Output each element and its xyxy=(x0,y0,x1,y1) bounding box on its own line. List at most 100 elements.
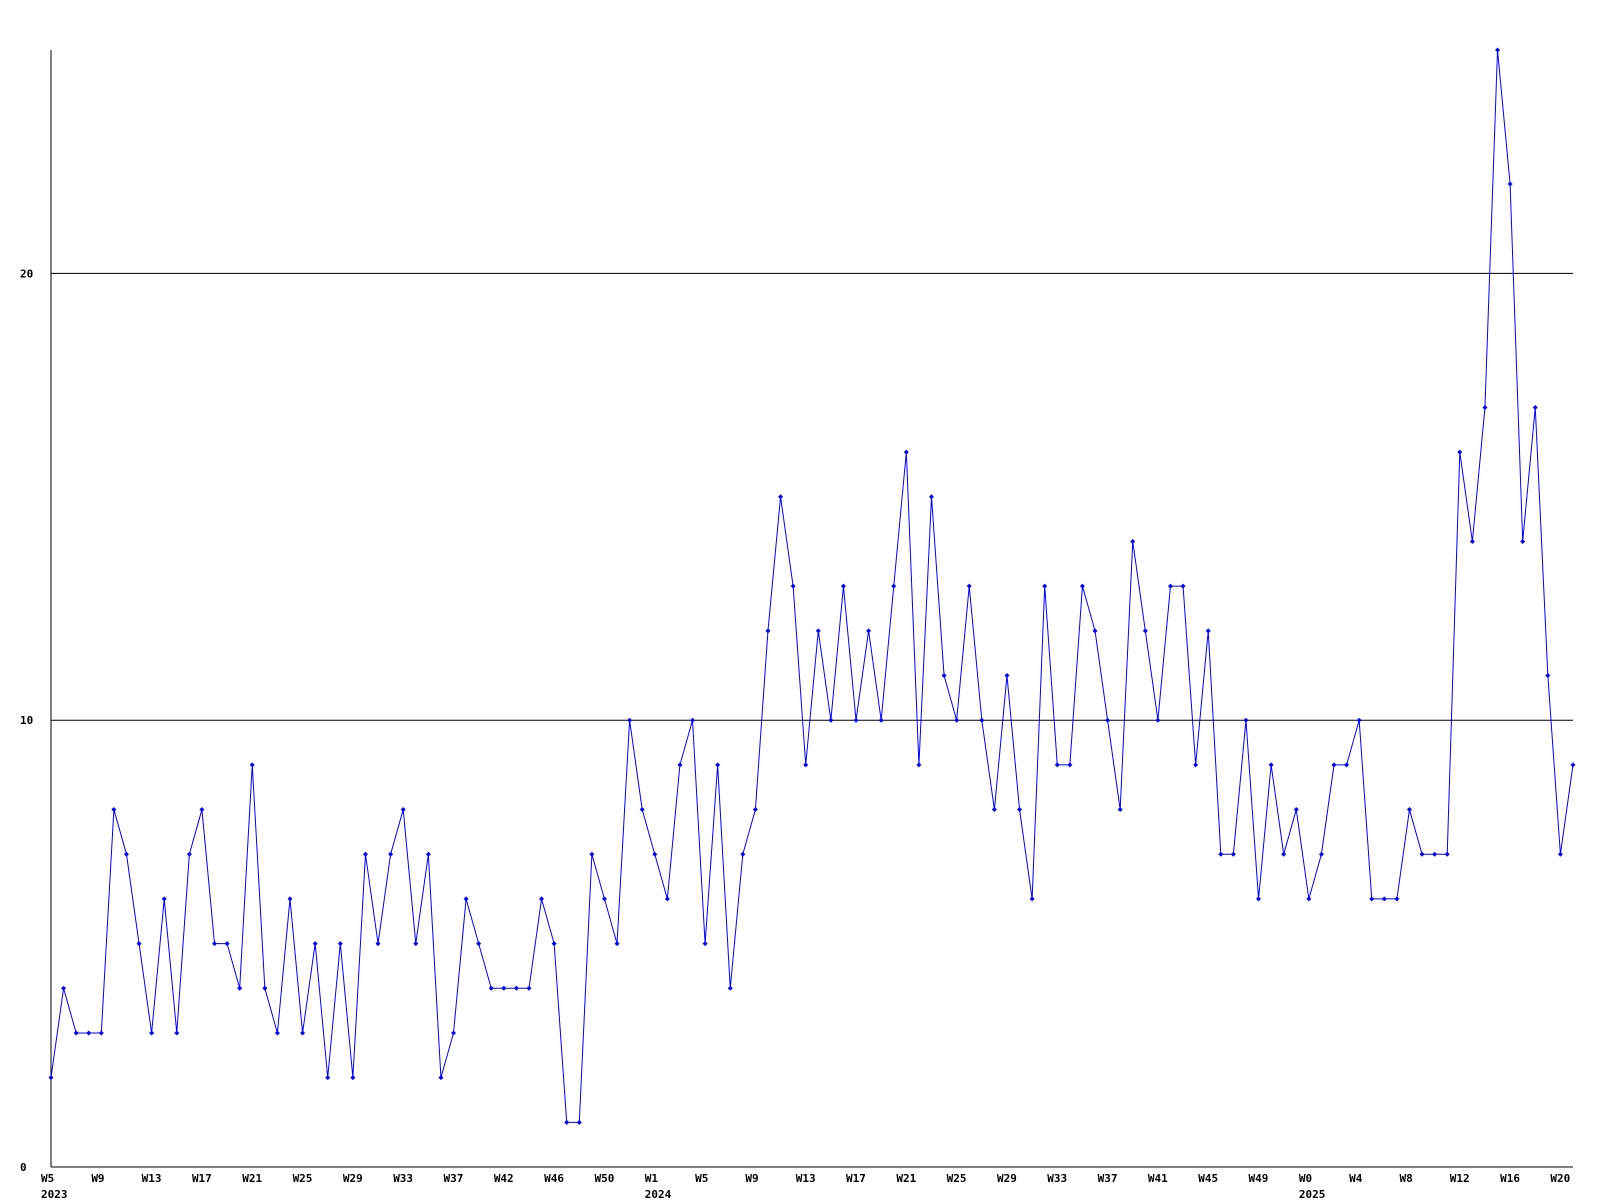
x-tick-label: W8 xyxy=(1399,1172,1412,1185)
data-point xyxy=(287,896,293,902)
data-point xyxy=(1117,807,1123,813)
data-point xyxy=(878,717,884,723)
data-point xyxy=(438,1075,444,1081)
x-tick-label: W17 xyxy=(192,1172,212,1185)
data-point xyxy=(274,1030,280,1036)
data-point xyxy=(1205,628,1211,634)
data-point xyxy=(1092,628,1098,634)
data-point xyxy=(123,851,129,857)
data-point xyxy=(1482,404,1488,410)
data-point xyxy=(1495,47,1501,53)
x-tick-label: W9 xyxy=(745,1172,758,1185)
data-point xyxy=(1167,583,1173,589)
data-point xyxy=(1444,851,1450,857)
data-point xyxy=(551,941,557,947)
year-label: 2025 xyxy=(1299,1188,1326,1200)
data-point xyxy=(1394,896,1400,902)
data-point xyxy=(362,851,368,857)
x-tick-label: W21 xyxy=(896,1172,916,1185)
data-point xyxy=(526,985,532,991)
data-point xyxy=(1079,583,1085,589)
data-point xyxy=(1457,449,1463,455)
data-point xyxy=(652,851,658,857)
data-point xyxy=(476,941,482,947)
data-point xyxy=(1268,762,1274,768)
x-tick-label: W37 xyxy=(444,1172,464,1185)
x-tick-label: W20 xyxy=(1550,1172,1570,1185)
data-point xyxy=(1042,583,1048,589)
data-point xyxy=(765,628,771,634)
data-point xyxy=(1142,628,1148,634)
data-point xyxy=(690,717,696,723)
data-point xyxy=(513,985,519,991)
data-point xyxy=(916,762,922,768)
data-point xyxy=(564,1119,570,1125)
x-tick-label: W17 xyxy=(846,1172,866,1185)
data-point xyxy=(601,896,607,902)
data-point xyxy=(576,1119,582,1125)
data-point xyxy=(866,628,872,634)
data-point xyxy=(752,807,758,813)
data-point xyxy=(212,941,218,947)
data-point xyxy=(1331,762,1337,768)
data-point xyxy=(1218,851,1224,857)
x-tick-label: W21 xyxy=(242,1172,262,1185)
data-point xyxy=(1004,673,1010,679)
x-tick-label: W12 xyxy=(1450,1172,1470,1185)
data-point xyxy=(249,762,255,768)
data-point xyxy=(48,1075,54,1081)
data-point xyxy=(451,1030,457,1036)
data-point xyxy=(1381,896,1387,902)
data-point xyxy=(828,717,834,723)
data-point xyxy=(1230,851,1236,857)
x-tick-label: W5 xyxy=(695,1172,708,1185)
data-point xyxy=(1507,181,1513,187)
x-tick-label: W50 xyxy=(594,1172,614,1185)
data-point xyxy=(312,941,318,947)
data-point xyxy=(325,1075,331,1081)
data-point xyxy=(1318,851,1324,857)
data-point xyxy=(614,941,620,947)
x-tick-label: W37 xyxy=(1098,1172,1118,1185)
data-point xyxy=(1432,851,1438,857)
data-point xyxy=(727,985,733,991)
data-point xyxy=(1419,851,1425,857)
data-point xyxy=(966,583,972,589)
data-point xyxy=(1281,851,1287,857)
data-point xyxy=(413,941,419,947)
x-tick-label: W9 xyxy=(91,1172,104,1185)
x-tick-label: W46 xyxy=(544,1172,564,1185)
data-point xyxy=(1054,762,1060,768)
data-point xyxy=(174,1030,180,1036)
data-point xyxy=(186,851,192,857)
data-point xyxy=(1356,717,1362,723)
data-point xyxy=(86,1030,92,1036)
data-point xyxy=(237,985,243,991)
data-point xyxy=(1369,896,1375,902)
data-point xyxy=(991,807,997,813)
data-point xyxy=(224,941,230,947)
data-point xyxy=(1243,717,1249,723)
data-point xyxy=(375,941,381,947)
data-point xyxy=(98,1030,104,1036)
data-point xyxy=(928,494,934,500)
x-tick-label: W5 xyxy=(41,1172,54,1185)
data-point xyxy=(1029,896,1035,902)
data-point xyxy=(1017,807,1023,813)
data-point xyxy=(1105,717,1111,723)
x-tick-label: W33 xyxy=(1047,1172,1067,1185)
x-tick-label: W41 xyxy=(1148,1172,1168,1185)
data-point xyxy=(199,807,205,813)
data-point xyxy=(1256,896,1262,902)
x-tick-label: W42 xyxy=(494,1172,514,1185)
data-point xyxy=(1570,762,1576,768)
data-point xyxy=(677,762,683,768)
x-tick-label: W1 xyxy=(645,1172,659,1185)
data-point xyxy=(803,762,809,768)
data-point xyxy=(853,717,859,723)
data-point xyxy=(589,851,595,857)
data-point xyxy=(73,1030,79,1036)
data-point xyxy=(1306,896,1312,902)
